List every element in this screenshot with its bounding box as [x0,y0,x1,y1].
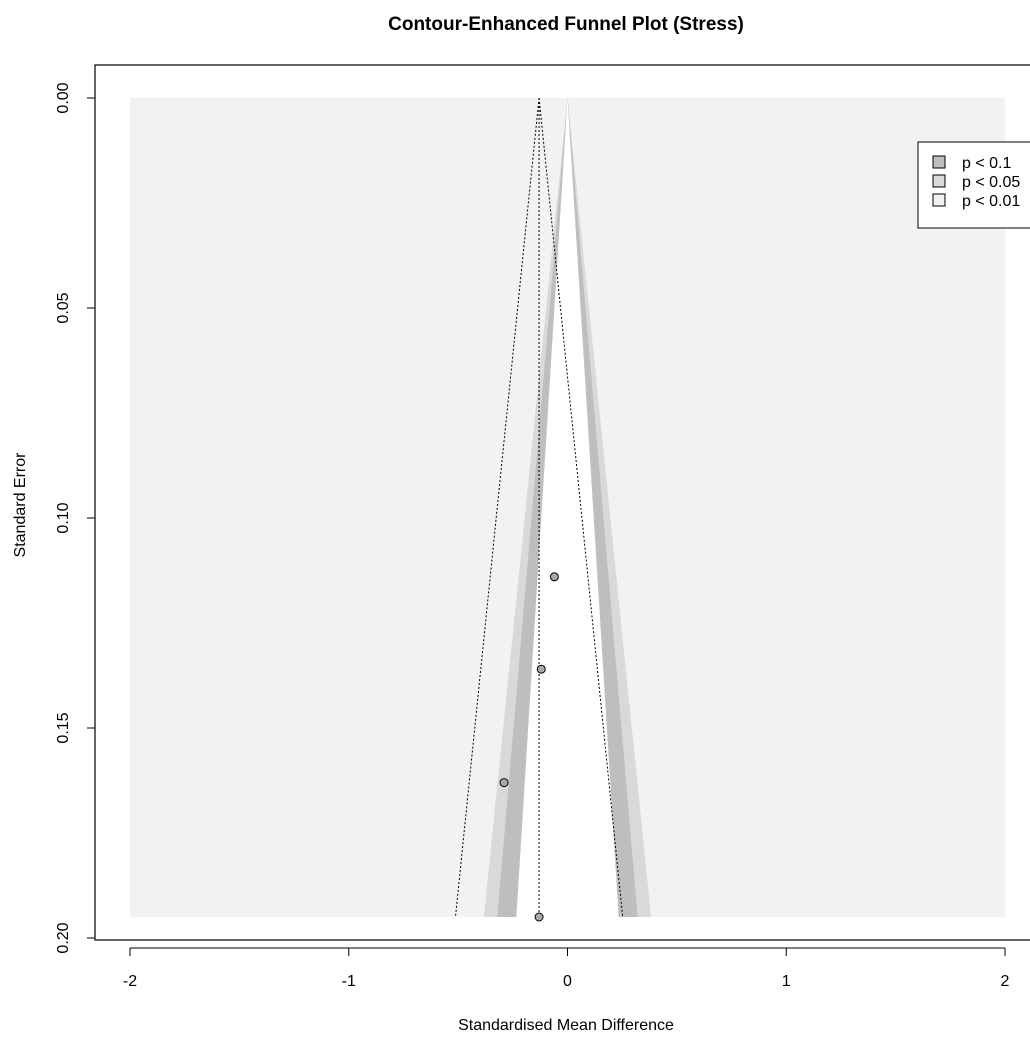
axes: -2 -1 0 1 2 0.00 0.05 0.10 0.15 0.20 [55,64,1030,990]
y-tick-label: 0.05 [55,292,72,323]
x-tick-label: -1 [342,973,356,990]
study-point [549,572,559,582]
x-tick-label: 2 [1001,973,1010,990]
y-axis-label: Standard Error [12,452,29,558]
plot-area [130,97,1005,922]
study-point [534,912,544,922]
legend-label: p < 0.1 [962,155,1011,172]
x-tick-label: 0 [563,973,572,990]
legend-label: p < 0.01 [962,193,1020,210]
x-axis-label: Standardised Mean Difference [458,1017,674,1034]
x-tick-label: -2 [123,973,137,990]
funnel-right-line [538,97,624,918]
y-tick-label: 0.15 [55,712,72,743]
legend-swatch [932,155,946,169]
legend-swatch [932,174,946,188]
legend-label: p < 0.05 [962,174,1020,191]
y-tick-label: 0.00 [55,82,72,113]
study-point [536,664,546,674]
contour-region-nonsignificant [516,98,619,917]
legend: p < 0.1 p < 0.05 p < 0.01 [917,141,1030,229]
funnel-left-line [454,97,540,918]
y-tick-label: 0.20 [55,922,72,953]
study-point [499,778,509,788]
y-tick-label: 0.10 [55,502,72,533]
x-tick-label: 1 [782,973,791,990]
legend-swatch [932,193,946,207]
chart-title: Contour-Enhanced Funnel Plot (Stress) [388,14,744,35]
